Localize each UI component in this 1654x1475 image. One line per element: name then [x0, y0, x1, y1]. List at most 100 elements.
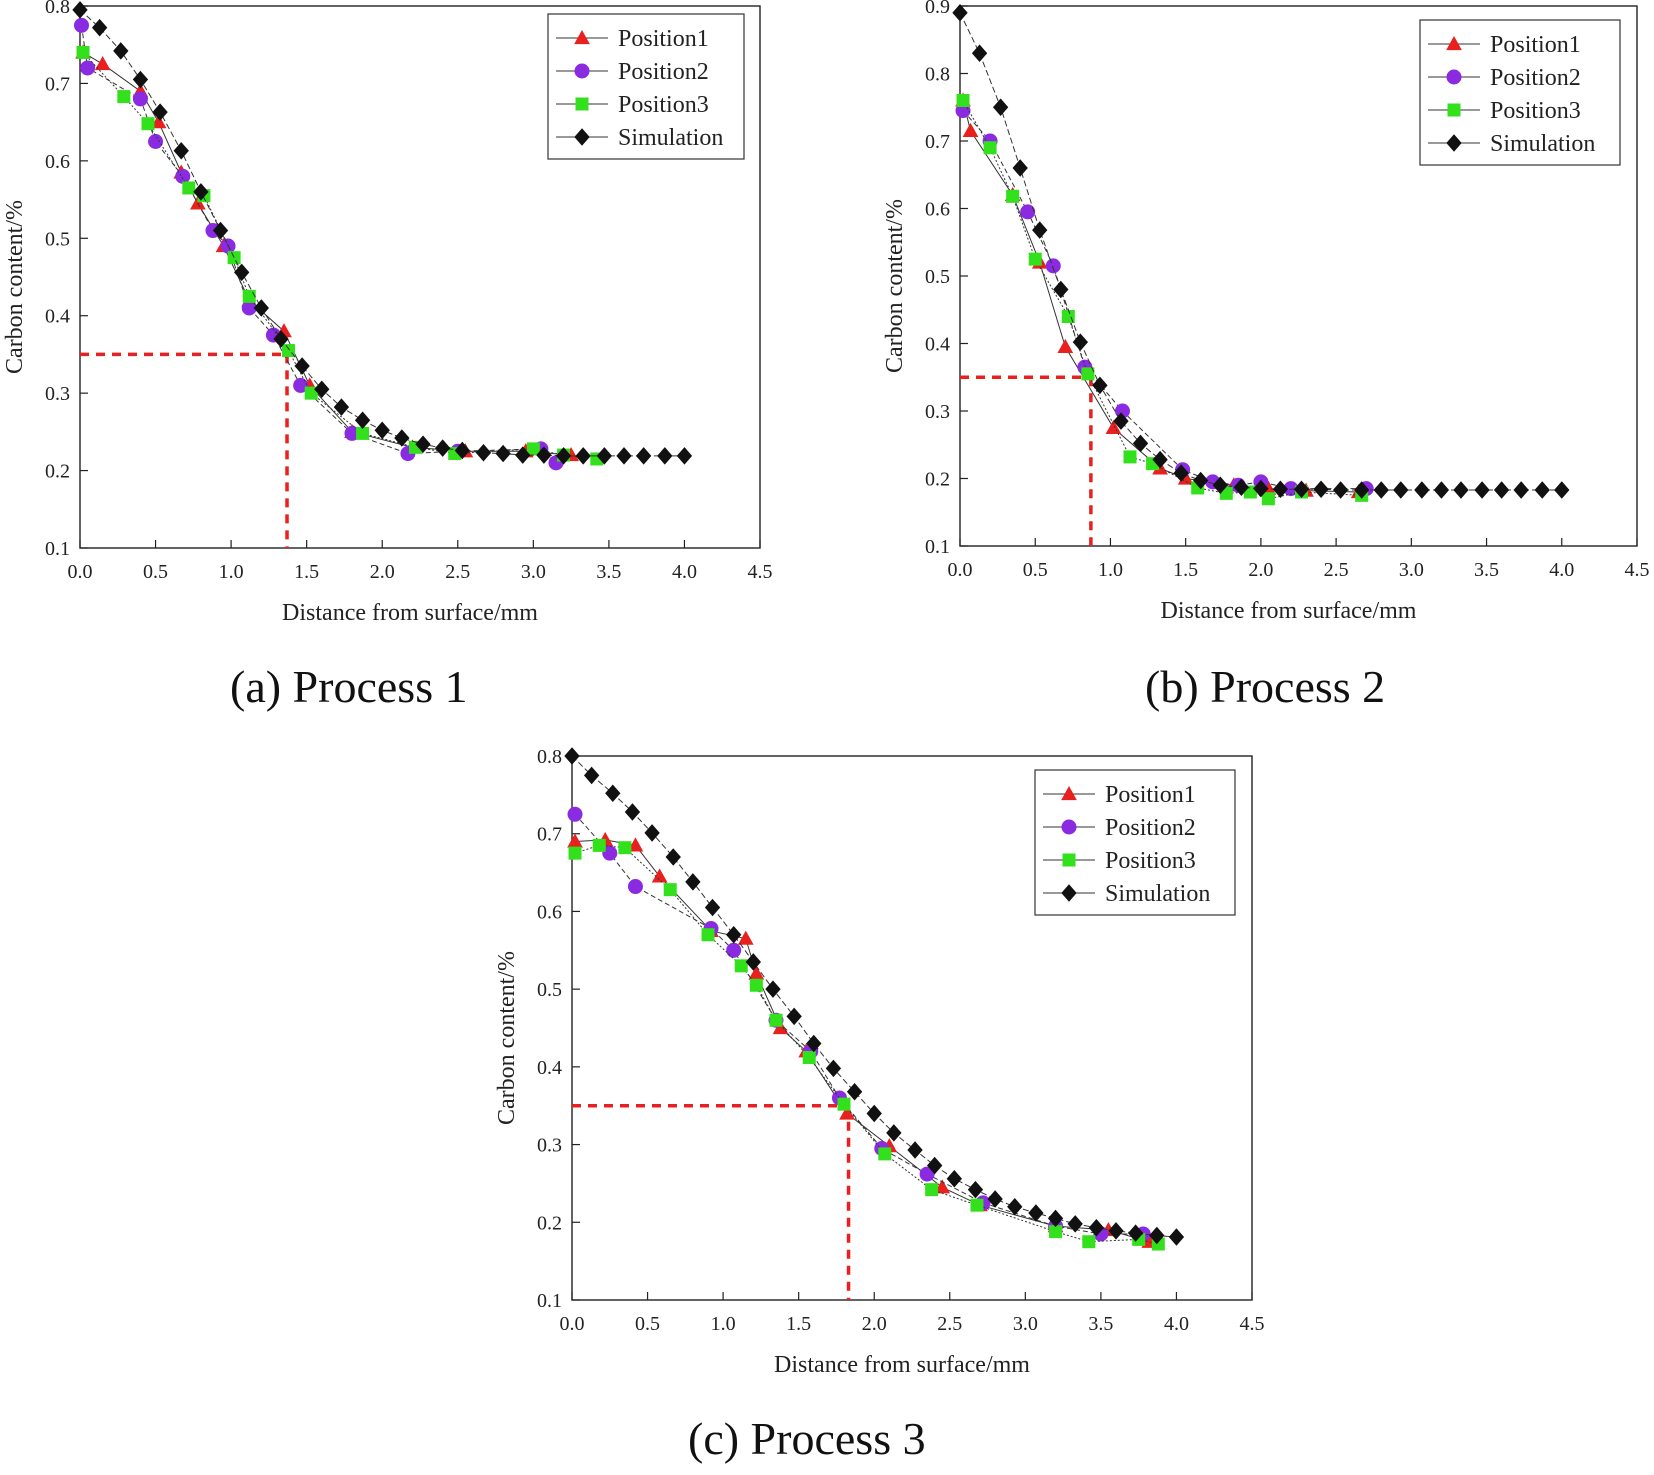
caption-process-2: (b) Process 2	[1145, 661, 1386, 712]
data-point	[886, 1124, 902, 1142]
x-tick-label: 1.5	[1173, 559, 1198, 581]
x-tick-label: 4.5	[748, 561, 773, 583]
data-point	[94, 56, 111, 71]
legend-marker-position1	[1061, 785, 1077, 801]
legend-label-position3: Position3	[1105, 848, 1196, 874]
x-tick-label: 0.5	[635, 1313, 660, 1335]
data-point	[294, 357, 310, 375]
plot-frame	[79, 5, 761, 549]
data-point	[293, 377, 309, 393]
chart-panel-3: 0.0 0.5 1.0 1.5 2.0 2.5 3.0 3.5 4.0 4.5 0.1 0.2 0.3 0…	[494, 746, 1265, 1378]
x-tick-label: 2.5	[1324, 559, 1349, 581]
y-tick-label: 0.7	[925, 131, 950, 153]
series-line	[962, 100, 1362, 500]
legend: Position1 Position2 Position3 Simulation	[1034, 769, 1236, 916]
x-tick-label: 4.0	[1549, 559, 1574, 581]
x-tick-label: 4.0	[672, 561, 697, 583]
x-tick-label: 3.0	[1399, 559, 1424, 581]
data-point	[635, 447, 652, 465]
data-point	[907, 1141, 923, 1159]
data-point	[1554, 481, 1570, 499]
data-point	[1127, 1224, 1144, 1242]
data-point	[356, 426, 370, 440]
data-point	[627, 879, 643, 895]
series-simulation	[72, 1, 693, 465]
data-point	[1113, 412, 1129, 430]
data-point	[1123, 450, 1137, 464]
data-point	[454, 441, 470, 460]
x-tick-label: 3.5	[596, 561, 621, 583]
x-tick-label: 3.0	[521, 561, 546, 583]
data-point	[1393, 481, 1409, 499]
y-tick-label: 0.9	[925, 0, 950, 18]
x-tick-label: 1.0	[219, 561, 244, 583]
y-tick-label: 0.6	[537, 901, 562, 923]
x-tick-label: 0.0	[560, 1313, 585, 1335]
y-axis-label: Carbon content/%	[2, 200, 28, 374]
data-point	[1081, 367, 1095, 381]
data-point	[1053, 280, 1069, 299]
x-tick-label: 3.0	[1013, 1313, 1038, 1335]
chart-panel-1: 0.0 0.5 1.0 1.5 2.0 2.5 3.0 3.5 4.0 4.5 0.1 0.2 0.3 0…	[2, 0, 773, 626]
data-point	[685, 873, 701, 891]
x-tick-label: 3.5	[1474, 559, 1499, 581]
data-point	[769, 1013, 783, 1027]
data-point	[132, 91, 148, 107]
data-point	[992, 98, 1009, 117]
data-point	[970, 1198, 984, 1212]
data-point	[596, 447, 613, 465]
legend-marker-position2	[1061, 819, 1077, 835]
x-tick-label: 0.5	[143, 561, 168, 583]
data-point	[665, 848, 681, 866]
data-point	[971, 44, 988, 63]
y-tick-label: 0.7	[537, 824, 562, 846]
series-simulation	[564, 747, 1185, 1246]
data-point	[624, 803, 641, 821]
data-point	[1132, 434, 1149, 453]
data-point	[704, 898, 721, 917]
x-tick-label: 4.5	[1240, 1313, 1265, 1335]
data-point	[1045, 258, 1061, 274]
data-point	[555, 447, 572, 465]
x-tick-label: 2.5	[937, 1313, 962, 1335]
data-point	[925, 1183, 939, 1197]
series-position1	[955, 92, 1367, 499]
legend-marker-simulation	[574, 128, 590, 146]
data-point	[91, 18, 108, 37]
data-point	[616, 447, 632, 465]
data-point	[946, 1170, 962, 1188]
data-point	[435, 439, 451, 457]
data-point	[1453, 481, 1469, 499]
data-point	[1032, 221, 1048, 239]
data-point	[415, 435, 431, 454]
y-tick-label: 0.5	[537, 979, 562, 1001]
data-point	[786, 1007, 802, 1026]
y-tick-label: 0.8	[537, 746, 562, 768]
data-point	[536, 446, 552, 464]
data-point	[1152, 450, 1168, 469]
y-tick-label: 0.2	[925, 469, 950, 491]
legend-label-position2: Position2	[618, 59, 709, 85]
caption-process-3: (c) Process 3	[688, 1413, 926, 1464]
data-point	[837, 1097, 851, 1111]
data-point	[1534, 481, 1550, 499]
data-point	[866, 1104, 882, 1123]
data-point	[1108, 1222, 1124, 1240]
legend-marker-simulation	[1061, 884, 1077, 902]
data-point	[583, 766, 600, 785]
data-point	[802, 1051, 816, 1065]
data-point	[701, 928, 715, 942]
series-line	[574, 844, 1159, 1245]
data-point	[1212, 476, 1228, 495]
x-tick-label: 1.5	[294, 561, 319, 583]
data-point	[182, 181, 196, 195]
data-point	[745, 953, 761, 971]
x-tick-label: 1.5	[786, 1313, 811, 1335]
data-point	[1072, 333, 1089, 351]
legend-label-position3: Position3	[1490, 98, 1581, 124]
data-point	[304, 386, 318, 400]
legend-label-position2: Position2	[1490, 65, 1581, 91]
y-tick-label: 0.6	[925, 199, 950, 221]
data-point	[987, 1190, 1003, 1208]
